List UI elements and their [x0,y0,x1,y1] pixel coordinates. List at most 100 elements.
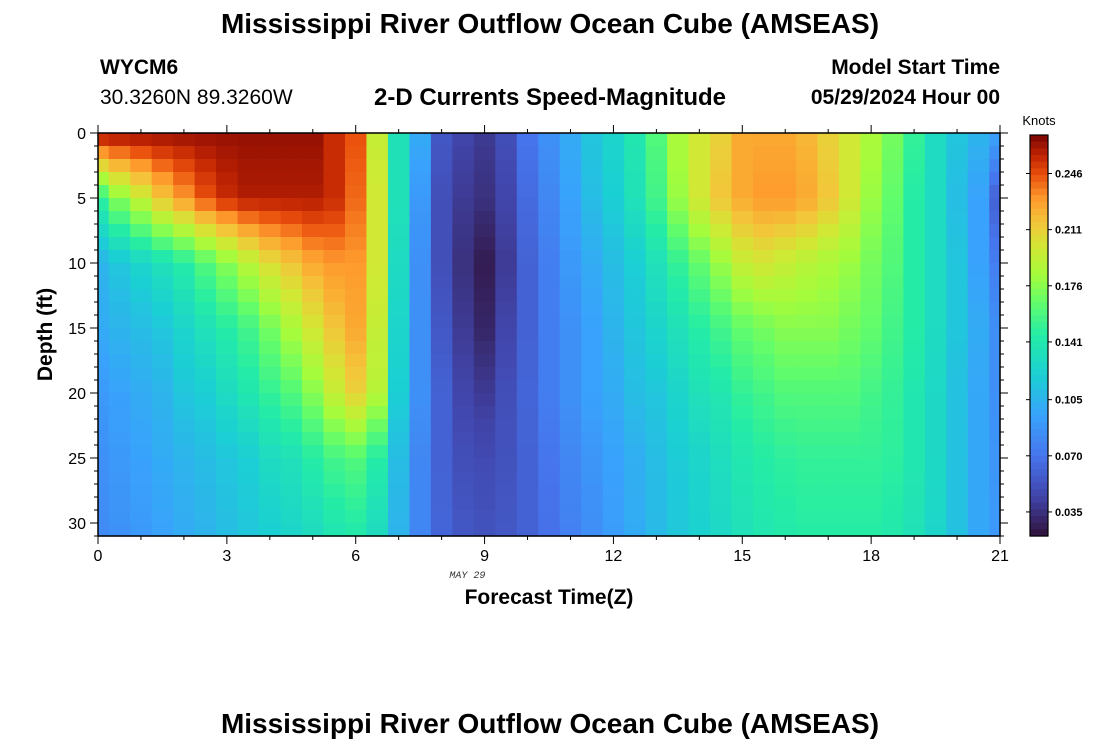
heatmap-cell [430,458,453,472]
heatmap-cell [366,146,389,160]
heatmap-cell [151,367,174,381]
heatmap-cell [151,172,174,186]
heatmap-cell [924,406,947,420]
heatmap-cell [753,432,776,446]
heatmap-cell [581,523,604,537]
heatmap-cell [495,172,518,186]
heatmap-cell [710,367,733,381]
x-tick-label: 15 [733,548,751,565]
heatmap-cell [173,354,196,368]
heatmap-cell [130,354,153,368]
heatmap-cell [688,406,711,420]
heatmap-cell [817,510,840,524]
heatmap-cell [259,367,282,381]
heatmap-cell [280,497,303,511]
heatmap-cell [624,497,647,511]
heatmap-cell [559,172,582,186]
heatmap-cell [817,198,840,212]
heatmap-cell [344,406,368,420]
heatmap-cell [130,185,153,199]
heatmap-cell [838,198,862,212]
heatmap-cell [173,146,196,160]
heatmap-cell [774,458,797,472]
heatmap-cell [452,393,475,407]
heatmap-cell [795,393,819,407]
heatmap-cell [860,471,883,485]
heatmap-cell [366,484,389,498]
heatmap-cell [967,146,990,160]
heatmap-cell [108,367,131,381]
heatmap-cell [667,250,690,264]
heatmap-cell [967,393,990,407]
heatmap-cell [280,237,303,251]
heatmap-cell [710,328,733,342]
heatmap-cell [344,523,368,537]
heatmap-cell [710,445,733,459]
heatmap-cell [602,224,625,238]
heatmap-cell [538,419,561,433]
heatmap-cell [323,133,346,147]
heatmap-cell [624,133,647,147]
heatmap-cell [753,471,776,485]
heatmap-cell [624,315,647,329]
colorbar-segment [1030,342,1048,350]
heatmap-cell [151,185,174,199]
heatmap-cell [409,146,432,160]
heatmap-cell [667,276,690,290]
heatmap-cell [903,445,926,459]
heatmap-cell [688,133,711,147]
heatmap-cell [173,419,196,433]
colorbar-segment [1030,402,1048,410]
heatmap-cell [216,146,239,160]
heatmap-cell [473,159,496,173]
heatmap-cell [409,224,432,238]
heatmap-cell [753,146,776,160]
heatmap-cell [323,458,346,472]
y-axis-label: Depth (ft) [34,288,57,381]
heatmap-cell [302,237,325,251]
heatmap-cell [516,250,539,264]
heatmap-cell [989,133,1001,147]
heatmap-cell [624,367,647,381]
heatmap-cell [237,458,260,472]
heatmap-cell [495,289,518,303]
heatmap-cell [194,471,217,485]
heatmap-cell [108,146,131,160]
heatmap-cell [387,354,411,368]
heatmap-cell [108,458,131,472]
heatmap-cell [645,315,668,329]
heatmap-cell [259,133,282,147]
heatmap-cell [989,367,1001,381]
heatmap-cell [860,159,883,173]
heatmap-cell [323,393,346,407]
heatmap-cell [452,367,475,381]
heatmap-cell [194,354,217,368]
heatmap-cell [173,510,196,524]
heatmap-cell [280,159,303,173]
heatmap-cell [667,523,690,537]
heatmap-cell [774,211,797,225]
heatmap-cell [731,159,754,173]
heatmap-cell [280,185,303,199]
heatmap-cell [216,432,239,446]
heatmap-cell [602,445,625,459]
heatmap-cell [753,276,776,290]
heatmap-cell [946,328,969,342]
heatmap-cell [108,276,131,290]
heatmap-cell [98,497,110,511]
heatmap-cell [237,328,260,342]
heatmap-cell [473,419,496,433]
y-tick-label: 5 [77,191,86,208]
heatmap-cell [795,250,819,264]
colorbar-segment [1030,308,1048,317]
heatmap-cell [967,406,990,420]
heatmap-cell [667,380,690,394]
x-tick-label: 21 [991,548,1009,565]
heatmap-cell [387,250,411,264]
heatmap-cell [967,432,990,446]
heatmap-cell [387,198,411,212]
heatmap-cell [344,471,368,485]
heatmap-cell [473,458,496,472]
heatmap-cell [216,237,239,251]
heatmap-cell [817,146,840,160]
